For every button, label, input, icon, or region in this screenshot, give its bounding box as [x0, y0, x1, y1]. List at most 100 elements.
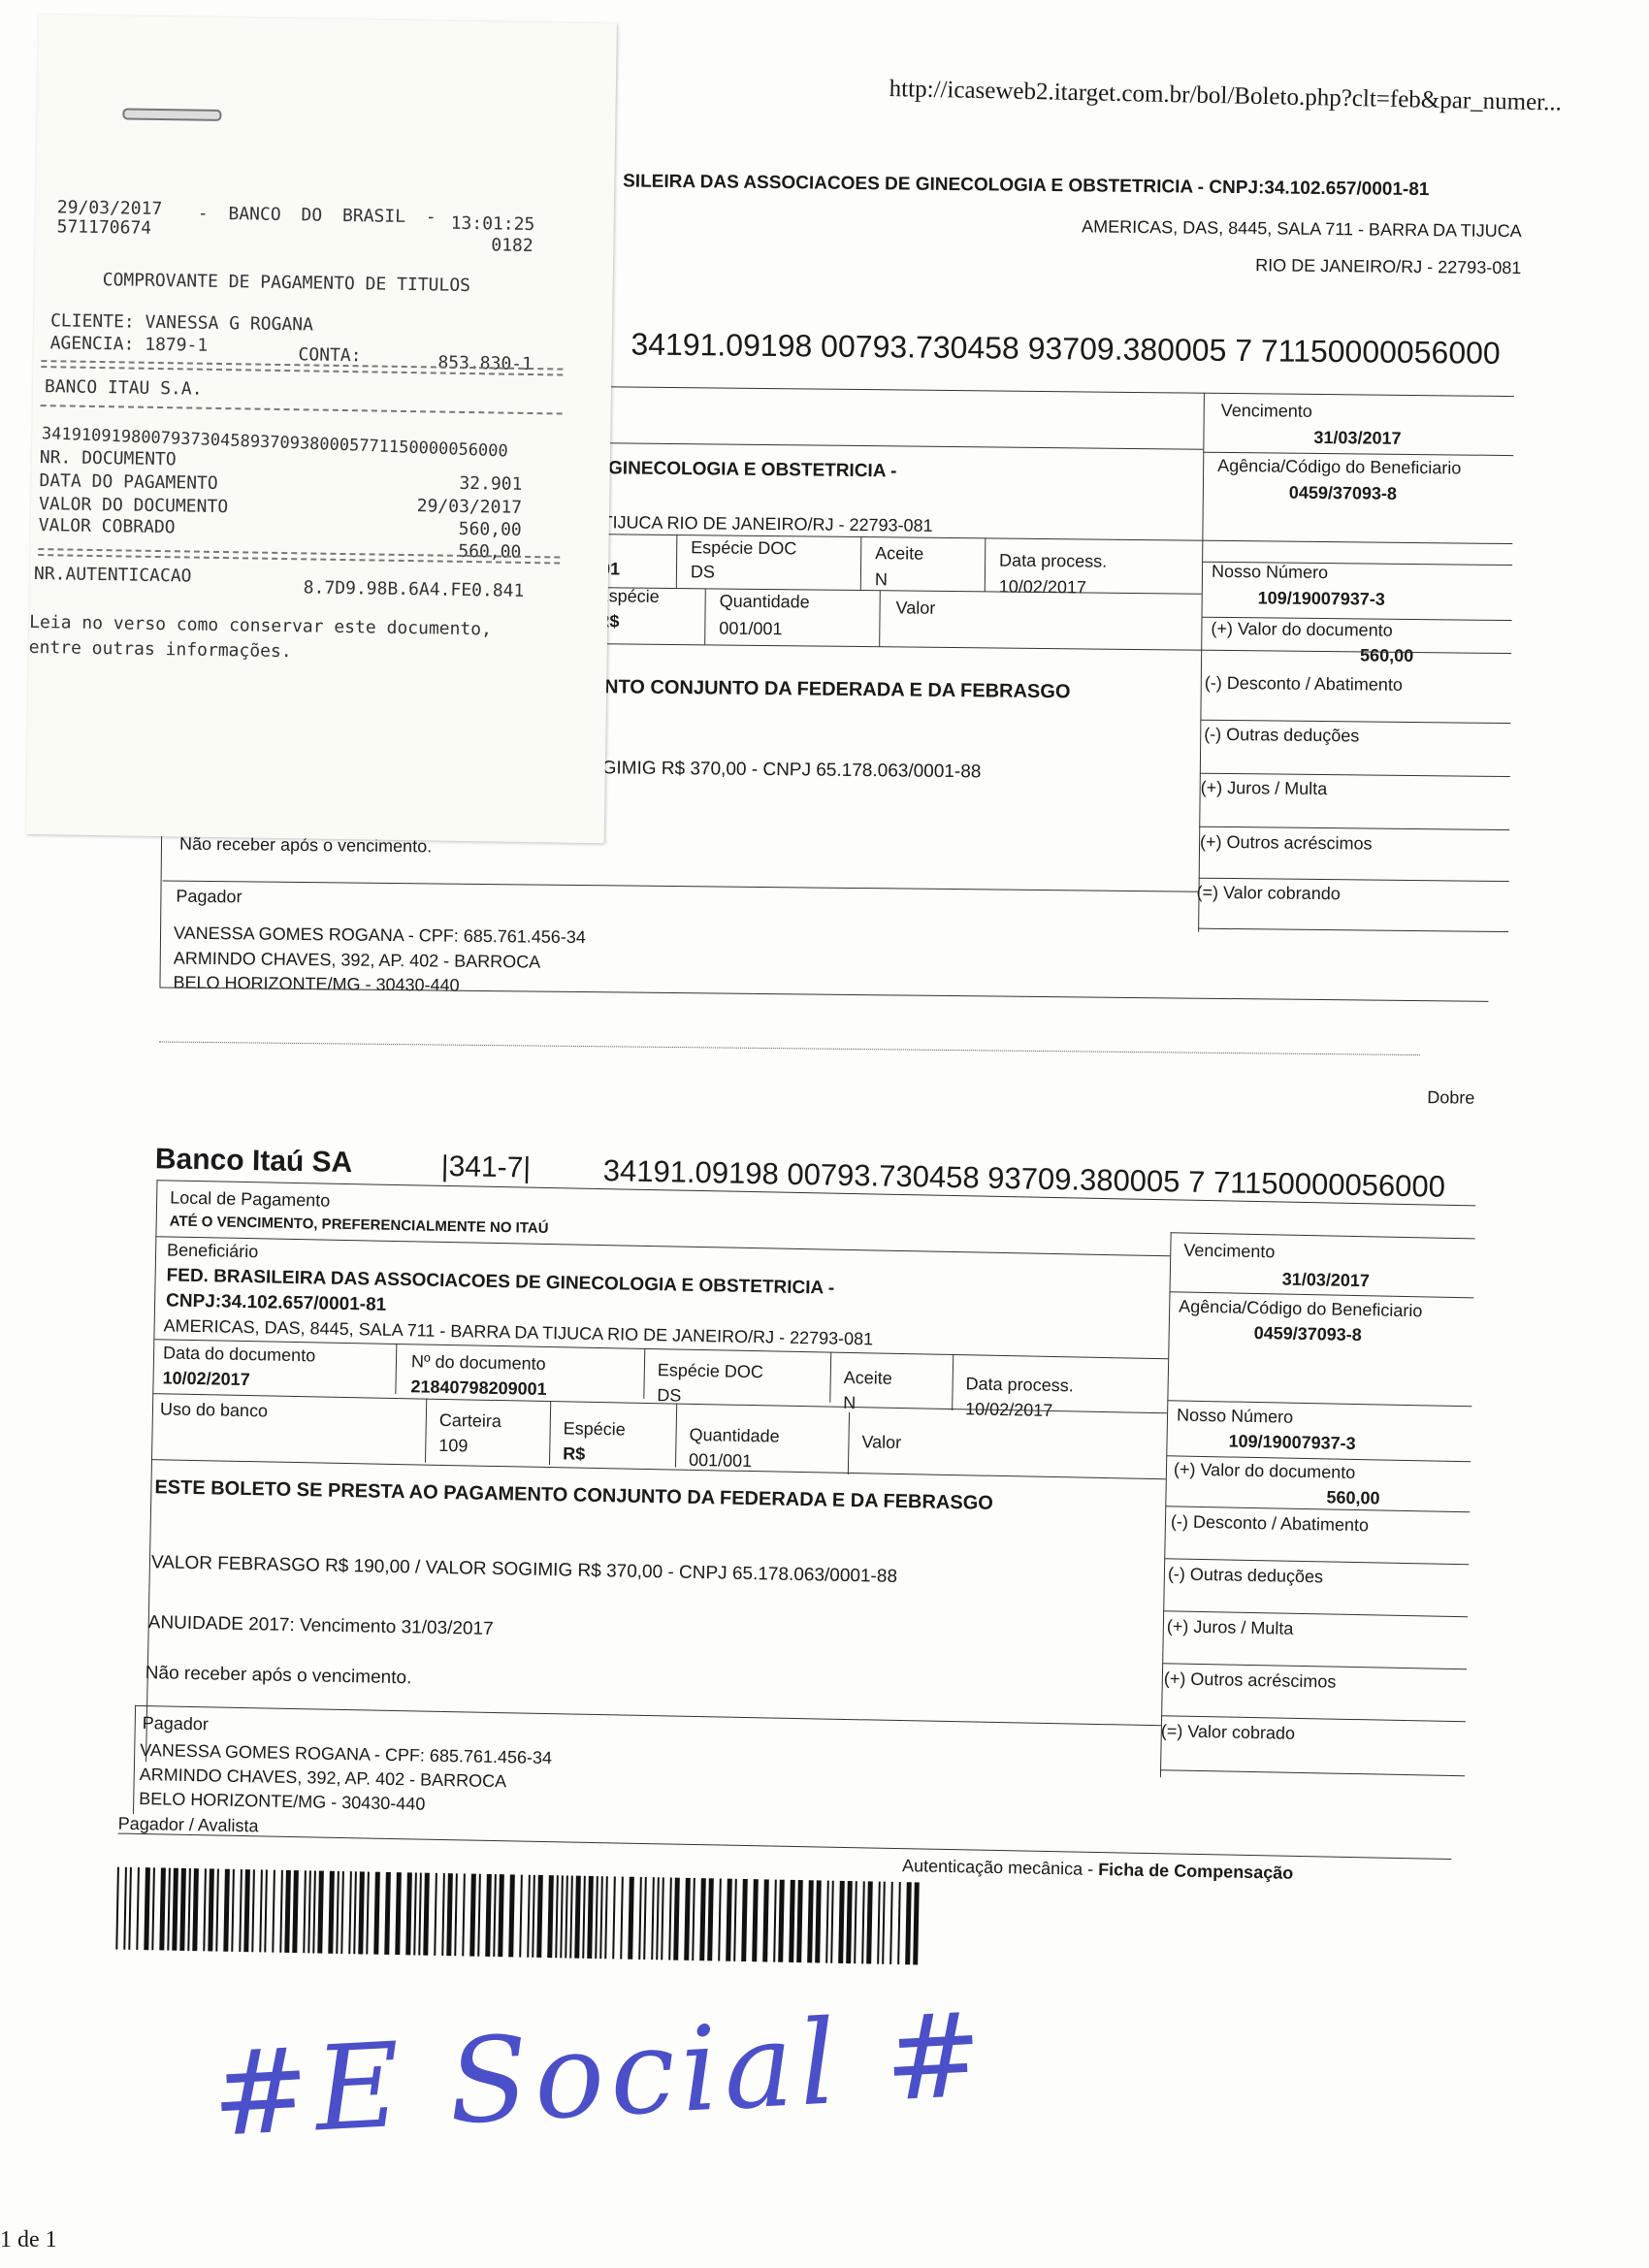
local-pagamento-value: ATÉ O VENCIMENTO, PREFERENCIALMENTE NO I… — [169, 1213, 549, 1237]
barcode-bar — [661, 1877, 664, 1960]
receipt-bank: - BANCO DO BRASIL - — [197, 203, 436, 228]
barcode-bar — [366, 1871, 370, 1955]
barcode-bar — [527, 1874, 531, 1958]
outros-acrescimos-label: (+) Outros acréscimos — [1163, 1669, 1337, 1692]
receipt-time: 13:01:25 — [450, 212, 535, 236]
valor-documento-label: (+) Valor do documento — [1173, 1459, 1356, 1483]
barcode-bar — [560, 1875, 564, 1959]
barcode-bar — [358, 1871, 365, 1955]
data-documento-value: 10/02/2017 — [162, 1368, 250, 1390]
aceite-value: N — [843, 1392, 857, 1413]
pagador-line-1: VANESSA GOMES ROGANA - CPF: 685.761.456-… — [140, 1740, 553, 1768]
barcode-bar — [861, 1881, 865, 1964]
barcode-bar — [136, 1866, 140, 1951]
barcode-bar — [441, 1873, 445, 1957]
desconto-label: (-) Desconto / Abatimento — [1204, 672, 1403, 695]
barcode-bar — [889, 1881, 893, 1964]
barcode-bar — [462, 1873, 466, 1957]
barcode-bar — [446, 1873, 453, 1957]
carteira-label: Carteira — [438, 1409, 502, 1432]
local-pagamento-label: Local de Pagamento — [169, 1187, 331, 1211]
valor-cobrado-label: (=) Valor cobrado — [1160, 1721, 1296, 1743]
data-documento-label: Data do documento — [162, 1343, 316, 1366]
especie-label: Espécie — [563, 1418, 626, 1440]
barcode-bar — [656, 1877, 660, 1960]
bank-code: |341-7| — [440, 1150, 532, 1184]
barcode-bar — [454, 1873, 458, 1957]
barcode-bar — [673, 1877, 680, 1960]
instruction-fragment-2: OGIMIG R$ 370,00 - CNPJ 65.178.063/0001-… — [587, 758, 982, 783]
aceite-label: Aceite — [875, 543, 924, 564]
barcode-bar — [599, 1876, 603, 1960]
receipt-footer-1: Leia no verso como conservar este docume… — [28, 611, 493, 640]
data-process-label: Data process. — [965, 1374, 1074, 1396]
receipt-conta-label: CONTA: — [298, 344, 362, 367]
barcode-bar — [203, 1868, 207, 1952]
barcode-bar — [582, 1875, 586, 1959]
data-process-value: 10/02/2017 — [998, 576, 1087, 598]
especie-doc-label: Espécie DOC — [691, 537, 797, 559]
barcode-bar — [231, 1868, 235, 1952]
barcode-bar — [692, 1877, 695, 1961]
barcode-bar — [303, 1870, 307, 1954]
barcode-bar — [569, 1875, 573, 1959]
receipt-data-pagamento-label: DATA DO PAGAMENTO — [39, 470, 218, 494]
barcode-bar — [547, 1875, 554, 1959]
barcode-bar — [796, 1880, 803, 1963]
receipt-payee-bank: BANCO ITAU S.A. — [44, 376, 203, 400]
receipt-nr-documento: 32.901 — [459, 472, 523, 495]
receipt-valor-documento: 560,00 — [458, 518, 522, 540]
barcode — [115, 1866, 926, 1965]
valor-label: Valor — [895, 598, 936, 618]
barcode-bar — [215, 1868, 219, 1952]
bank-name: Banco Itaú SA — [154, 1143, 353, 1180]
barcode-bar — [340, 1871, 344, 1955]
receipt-autenticacao: 8.7D9.98B.6A4.FE0.841 — [303, 577, 525, 601]
ficha-compensacao-label: Ficha de Compensação — [1097, 1859, 1294, 1883]
barcode-bar — [877, 1881, 881, 1964]
valor-label: Valor — [861, 1432, 902, 1453]
barcode-bar — [595, 1876, 598, 1960]
pagador-label: Pagador — [142, 1713, 210, 1734]
handwritten-note: #E Social # — [208, 1988, 992, 2163]
barcode-bar — [312, 1870, 316, 1954]
nao-receber-text: Não receber após o vencimento. — [145, 1663, 412, 1689]
receipt-terminal: 571170674 — [56, 216, 152, 239]
barcode-bar — [328, 1870, 335, 1954]
header-address-2: RIO DE JANEIRO/RJ - 22793-081 — [1255, 255, 1522, 278]
valor-cobrado-label: (=) Valor cobrando — [1196, 882, 1341, 904]
outros-acrescimos-label: (+) Outros acréscimos — [1199, 831, 1373, 854]
barcode-bar — [699, 1878, 706, 1961]
barcode-bar — [762, 1879, 769, 1962]
valor-documento-value: 560,00 — [1360, 645, 1414, 665]
barcode-bar — [279, 1869, 283, 1953]
barcode-bar — [208, 1868, 214, 1952]
quantidade-value: 001/001 — [688, 1449, 753, 1472]
pagador-line-3: BELO HORIZONTE/MG - 30430-440 — [139, 1788, 426, 1814]
barcode-bar — [223, 1868, 230, 1952]
barcode-bar — [508, 1874, 515, 1958]
outras-deducoes-label: (-) Outras deduções — [1204, 724, 1360, 746]
lower-boleto: Banco Itaú SA |341-7| 34191.09198 00793.… — [115, 1143, 1484, 1996]
barcode-bar — [485, 1873, 492, 1957]
barcode-bar — [565, 1875, 568, 1959]
barcode-bar — [707, 1878, 714, 1961]
instruction-title: ESTE BOLETO SE PRESTA AO PAGAMENTO CONJU… — [154, 1476, 994, 1514]
barcode-bar — [192, 1868, 199, 1952]
barcode-bar — [405, 1872, 412, 1956]
barcode-bar — [167, 1867, 171, 1951]
nosso-numero-value: 109/19007937-3 — [1228, 1431, 1356, 1454]
barcode-bar — [643, 1877, 647, 1960]
data-process-label: Data process. — [999, 550, 1108, 571]
barcode-bar — [259, 1869, 263, 1953]
barcode-bar — [838, 1880, 845, 1963]
barcode-bar — [179, 1867, 186, 1951]
barcode-bar — [638, 1876, 642, 1960]
barcode-bar — [336, 1870, 340, 1954]
barcode-bar — [284, 1869, 291, 1953]
barcode-bar — [123, 1866, 127, 1950]
barcode-bar — [555, 1875, 559, 1959]
nr-documento-value: 21840798209001 — [410, 1377, 547, 1399]
barcode-bar — [854, 1881, 857, 1964]
juros-label: (+) Juros / Multa — [1200, 777, 1328, 799]
